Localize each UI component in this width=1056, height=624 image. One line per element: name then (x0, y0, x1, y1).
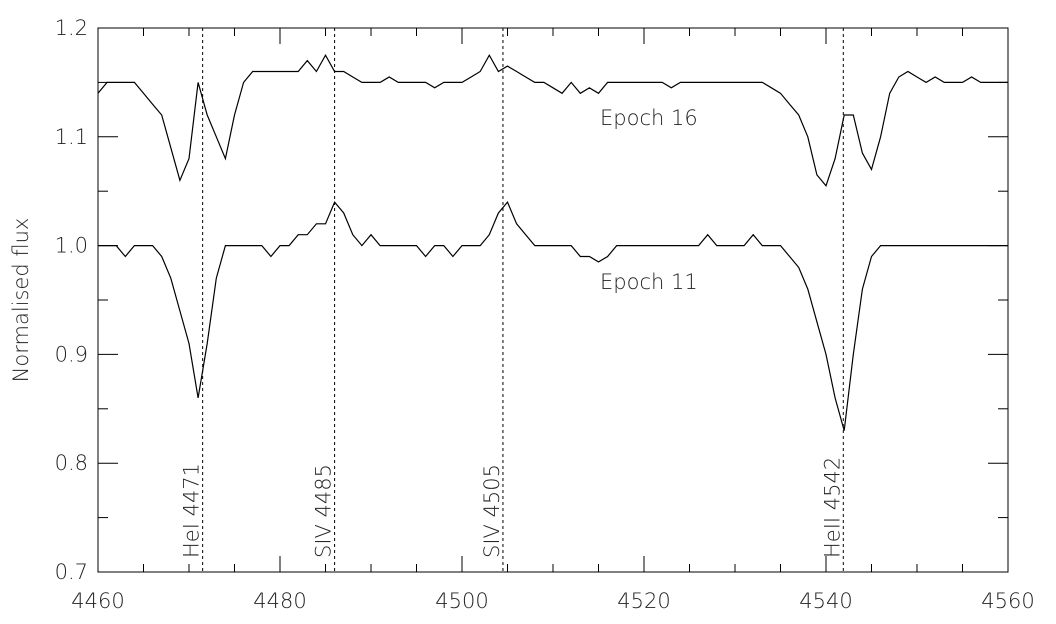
y-tick-label: 1.2 (55, 16, 88, 40)
y-tick-label: 0.7 (55, 560, 88, 584)
plot-frame (97, 27, 1009, 573)
y-axis-label: Normalised flux (9, 218, 33, 383)
x-tick-label: 4480 (253, 589, 306, 613)
spectrum-line (97, 53, 1008, 188)
reference-label: SIV 4485 (312, 464, 336, 558)
reference-label: HeI 4471 (180, 463, 204, 558)
x-tick-label: 4540 (799, 589, 852, 613)
x-tick-label: 4520 (617, 589, 670, 613)
series-label: Epoch 16 (600, 106, 698, 130)
series-label: Epoch 11 (600, 270, 698, 294)
reference-label: HeII 4542 (820, 457, 844, 558)
x-tick-label: 4500 (435, 589, 488, 613)
y-tick-label: 1.1 (55, 125, 88, 149)
y-tick-label: 0.9 (55, 342, 88, 366)
y-tick-label: 1.0 (55, 234, 88, 258)
x-tick-label: 4560 (981, 589, 1034, 613)
reference-label: SIV 4505 (480, 464, 504, 558)
y-tick-label: 0.8 (55, 451, 88, 475)
x-tick-label: 4460 (71, 589, 124, 613)
spectrum-line (98, 200, 1008, 431)
